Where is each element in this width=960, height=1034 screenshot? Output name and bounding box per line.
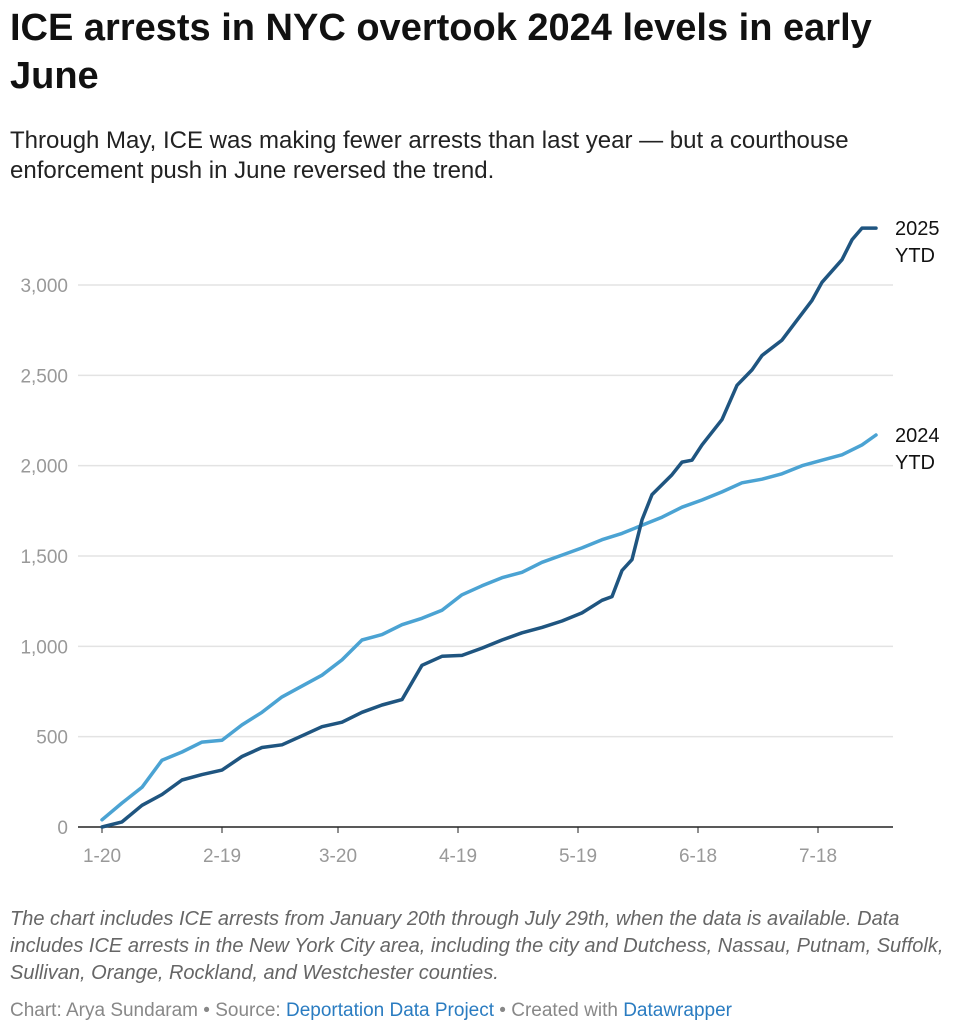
x-tick-label: 1-20 <box>83 846 121 867</box>
x-tick-label: 5-19 <box>559 846 597 867</box>
series-line-2024 <box>100 433 878 822</box>
chart-subtitle: Through May, ICE was making fewer arrest… <box>10 127 849 184</box>
datawrapper-link[interactable]: Datawrapper <box>623 1000 732 1021</box>
created-label: Created with <box>511 1000 624 1021</box>
separator: • <box>494 1000 512 1021</box>
x-tick-label: 4-19 <box>439 846 477 867</box>
series-label-2025: 2025 YTD <box>895 218 940 267</box>
y-tick-label: 2,000 <box>20 457 68 478</box>
x-tick-label: 2-19 <box>203 846 241 867</box>
y-tick-label: 0 <box>57 818 68 839</box>
source-label: Source: <box>215 1000 286 1021</box>
y-tick-label: 1,500 <box>20 547 68 568</box>
chart-notes: The chart includes ICE arrests from Janu… <box>10 908 944 984</box>
y-tick-label: 2,500 <box>20 366 68 387</box>
x-tick-label: 7-18 <box>799 846 837 867</box>
x-tick-label: 3-20 <box>319 846 357 867</box>
source-link[interactable]: Deportation Data Project <box>285 1000 495 1021</box>
series-line-2025 <box>100 226 878 829</box>
chart-credits: Chart: Arya Sundaram • Source: Deportati… <box>10 1000 732 1022</box>
y-tick-label: 1,000 <box>20 637 68 658</box>
series-label-2024: 2024 YTD <box>895 425 940 474</box>
y-tick-label: 500 <box>36 728 68 749</box>
chart-title: ICE arrests in NYC overtook 2024 levels … <box>10 7 872 97</box>
x-tick-label: 6-18 <box>679 846 717 867</box>
separator: • <box>197 1000 216 1021</box>
credit-author: Chart: Arya Sundaram <box>10 1000 198 1021</box>
y-tick-label: 3,000 <box>20 276 68 297</box>
